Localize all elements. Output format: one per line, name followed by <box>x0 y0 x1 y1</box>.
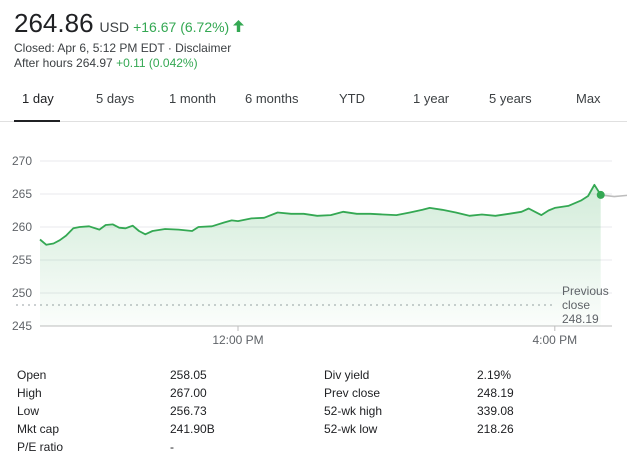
after-hours-line: After hours 264.97 +0.11 (0.042%) <box>14 56 244 70</box>
y-tick-260: 260 <box>12 220 32 234</box>
market-status: Closed: Apr 6, 5:12 PM EDT · Disclaimer <box>14 41 232 55</box>
stat-value-52wk-low: 218.26 <box>477 422 514 436</box>
y-tick-265: 265 <box>12 187 32 201</box>
tab-5-days[interactable]: 5 days <box>96 91 135 106</box>
previous-close-value: 248.19 <box>562 312 599 326</box>
after-hours-change: +0.11 (0.042%) <box>116 56 198 70</box>
active-tab-indicator <box>14 120 60 122</box>
y-tick-250: 250 <box>12 286 32 300</box>
stat-value-high: 267.00 <box>170 386 207 400</box>
stat-label-52wk-high: 52-wk high <box>324 404 383 418</box>
tab-1-month[interactable]: 1 month <box>169 91 216 106</box>
stat-label-div-yield: Div yield <box>324 368 370 382</box>
tab-1-day[interactable]: 1 day <box>22 91 54 106</box>
stat-label-prev-close: Prev close <box>324 386 381 400</box>
stat-value-open: 258.05 <box>170 368 207 382</box>
y-tick-270: 270 <box>12 154 32 168</box>
chart-lines <box>39 183 627 246</box>
price-change: +16.67 (6.72%) <box>133 19 230 35</box>
tab-1-year[interactable]: 1 year <box>413 91 450 106</box>
tab-max[interactable]: Max <box>576 91 601 106</box>
previous-close-label: close <box>562 298 590 312</box>
x-tick-label: 12:00 PM <box>212 333 263 347</box>
current-price: 264.86 <box>14 8 94 38</box>
tab-5-years[interactable]: 5 years <box>489 91 532 106</box>
close-price-dot <box>596 190 605 199</box>
stat-value-mkt-cap: 241.90B <box>170 422 215 436</box>
stat-label-mkt-cap: Mkt cap <box>17 422 60 436</box>
regular-session-line <box>39 183 602 246</box>
stat-value-52wk-high: 339.08 <box>477 404 514 418</box>
x-tick-label: 4:00 PM <box>532 333 577 347</box>
after-hours-line <box>600 194 627 198</box>
stat-label-pe-ratio: P/E ratio <box>17 440 64 454</box>
up-arrow-icon <box>233 20 245 32</box>
stat-value-prev-close: 248.19 <box>477 386 514 400</box>
quote-header: 264.86 USD +16.67 (6.72%) Closed: Apr 6,… <box>14 8 245 70</box>
stat-value-low: 256.73 <box>170 404 207 418</box>
stat-value-div-yield: 2.19% <box>477 368 512 382</box>
stat-label-high: High <box>17 386 42 400</box>
stat-label-52wk-low: 52-wk low <box>324 422 378 436</box>
price-line: 264.86 USD +16.67 (6.72%) <box>14 8 245 39</box>
y-tick-245: 245 <box>12 319 32 333</box>
y-tick-255: 255 <box>12 253 32 267</box>
tab-ytd[interactable]: YTD <box>339 91 365 106</box>
stat-value-pe-ratio: - <box>170 440 174 454</box>
range-tabs: 1 day 5 days 1 month 6 months YTD 1 year… <box>0 79 627 122</box>
currency-code: USD <box>99 19 130 35</box>
stat-label-open: Open <box>17 368 47 382</box>
chart-area-fill <box>40 184 601 326</box>
regular-session-area <box>40 184 601 326</box>
stat-label-low: Low <box>17 404 40 418</box>
previous-close-label: Previous <box>562 284 609 298</box>
after-hours-price: After hours 264.97 <box>14 56 113 70</box>
tab-6-months[interactable]: 6 months <box>245 91 299 106</box>
